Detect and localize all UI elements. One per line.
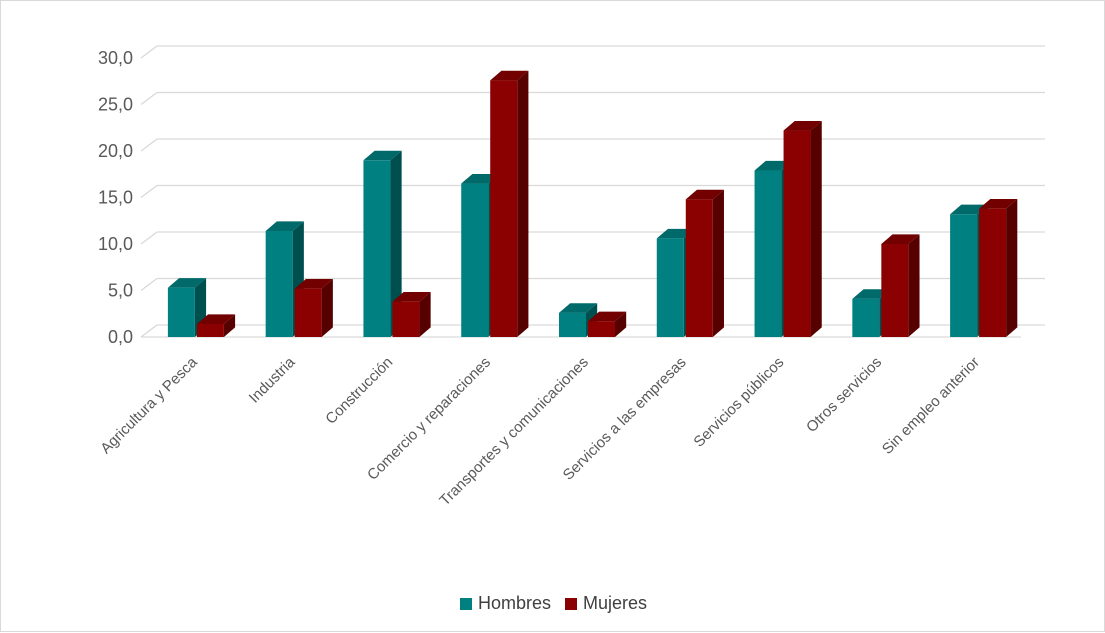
y-tick-label: 5,0: [108, 281, 133, 301]
legend-label-hombres: Hombres: [478, 593, 551, 614]
bar-mujeres-side: [1006, 199, 1017, 337]
bar-mujeres-side: [322, 279, 333, 337]
bar-mujeres: [979, 209, 1006, 337]
legend-swatch-mujeres: [565, 598, 577, 610]
bar-mujeres: [588, 321, 615, 337]
x-category-label: Industria: [246, 353, 299, 406]
bar-hombres: [461, 184, 488, 337]
bar-mujeres: [490, 80, 517, 337]
y-tick-label: 25,0: [98, 95, 133, 115]
y-tick-label: 15,0: [98, 188, 133, 208]
bar-hombres: [852, 299, 879, 337]
bar-hombres: [950, 214, 977, 337]
bar-mujeres: [197, 324, 224, 337]
bar-mujeres: [881, 244, 908, 337]
bar-mujeres: [295, 289, 322, 337]
legend-swatch-hombres: [460, 598, 472, 610]
bar-hombres: [168, 288, 195, 337]
bar-mujeres: [686, 199, 713, 337]
gridline-connector: [141, 93, 157, 105]
gridline-connector: [141, 232, 157, 244]
gridline-connector: [141, 325, 157, 337]
x-category-label: Otros servicios: [803, 354, 885, 436]
bar-hombres: [657, 238, 684, 337]
x-category-label: Servicios públicos: [690, 354, 787, 451]
bar-hombres: [363, 160, 390, 337]
bar-mujeres-side: [517, 71, 528, 337]
y-tick-label: 20,0: [98, 141, 133, 161]
legend-item-mujeres: Mujeres: [565, 593, 647, 614]
gridline-connector: [141, 46, 157, 58]
legend-label-mujeres: Mujeres: [583, 593, 647, 614]
bar-hombres: [266, 231, 293, 337]
bar-mujeres-side: [713, 190, 724, 337]
bar-mujeres: [784, 131, 811, 337]
x-category-label: Construcción: [322, 354, 396, 428]
x-category-label: Sin empleo anterior: [879, 354, 983, 458]
y-tick-label: 0,0: [108, 327, 133, 347]
gridline-connector: [141, 279, 157, 291]
legend-item-hombres: Hombres: [460, 593, 551, 614]
bar-mujeres-side: [908, 234, 919, 337]
x-category-label: Agricultura y Pesca: [97, 353, 201, 457]
bar-hombres: [559, 313, 586, 337]
chart-legend: Hombres Mujeres: [1, 593, 1105, 614]
bar-mujeres: [392, 302, 419, 337]
y-tick-label: 30,0: [98, 48, 133, 68]
gridline-connector: [141, 139, 157, 151]
bar-hombres: [755, 171, 782, 337]
gridline-connector: [141, 186, 157, 198]
bar-mujeres-side: [811, 121, 822, 337]
y-tick-label: 10,0: [98, 234, 133, 254]
